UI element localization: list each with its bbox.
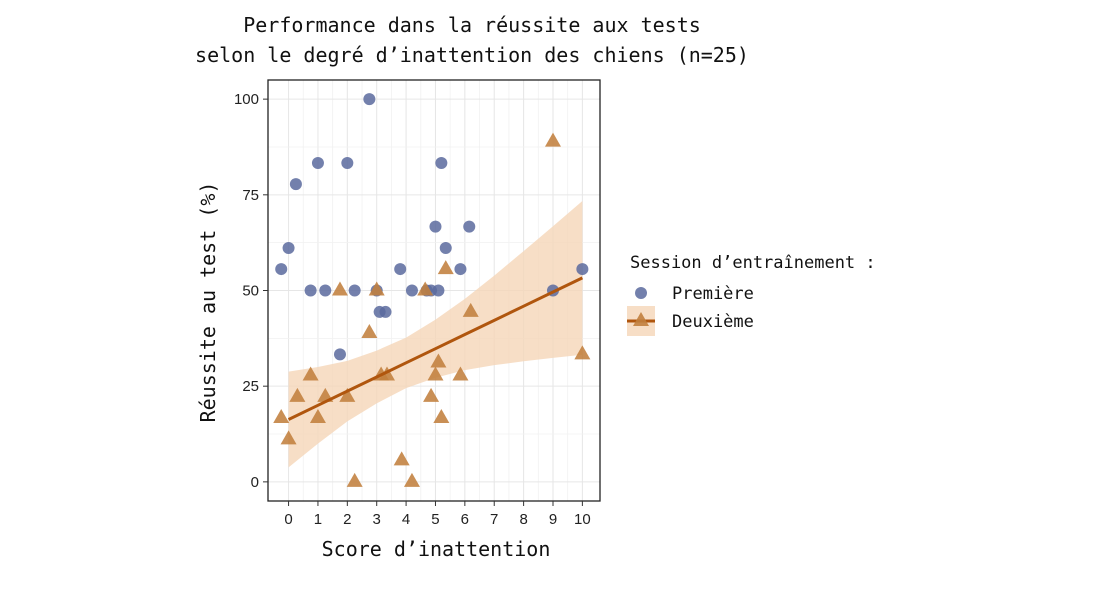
data-point-deuxieme	[427, 366, 444, 381]
chart-subtitle: selon le degré d’inattention des chiens …	[195, 43, 749, 67]
x-axis-title: Score d’inattention	[322, 537, 551, 561]
x-tick-label: 3	[373, 511, 381, 528]
legend-triangle-icon	[633, 312, 649, 326]
confidence-band	[288, 200, 583, 468]
data-point-premiere	[282, 242, 295, 255]
data-point-deuxieme	[289, 387, 306, 402]
data-point-deuxieme	[393, 451, 410, 466]
data-point-deuxieme	[430, 353, 447, 368]
x-axis: 0 1 2 3 4 5 6 7 8 9 10	[284, 501, 591, 528]
x-tick-label: 10	[574, 511, 591, 528]
legend-title: Session d’entraînement :	[630, 253, 876, 273]
y-tick-label: 100	[234, 91, 259, 108]
data-point-deuxieme	[423, 387, 440, 402]
data-point-deuxieme	[433, 408, 450, 423]
data-point-deuxieme	[574, 345, 591, 360]
y-axis-title: Réussite au test (%)	[196, 182, 220, 423]
y-tick-label: 50	[242, 283, 259, 300]
data-point-deuxieme	[462, 302, 479, 317]
data-point-deuxieme	[280, 430, 297, 445]
data-point-premiere	[454, 263, 467, 276]
legend-item-premiere: Première	[635, 284, 754, 304]
data-point-premiere	[435, 157, 448, 170]
data-point-premiere	[311, 157, 324, 170]
data-point-deuxieme	[361, 323, 378, 338]
data-point-premiere	[432, 284, 445, 297]
data-point-premiere	[394, 263, 407, 276]
data-point-premiere	[304, 284, 317, 297]
chart-title: Performance dans la réussite aux tests	[243, 13, 701, 37]
legend: Session d’entraînement : Première Deuxiè…	[627, 253, 876, 336]
data-point-deuxieme	[339, 387, 356, 402]
x-tick-label: 9	[549, 511, 557, 528]
data-point-premiere	[463, 220, 476, 233]
legend-label-premiere: Première	[672, 284, 754, 304]
data-point-premiere	[319, 284, 332, 297]
y-tick-label: 75	[242, 187, 259, 204]
legend-label-deuxieme: Deuxième	[672, 312, 754, 332]
data-point-premiere	[405, 284, 418, 297]
trend-line	[287, 276, 584, 421]
data-point-deuxieme	[302, 366, 319, 381]
x-tick-label: 6	[461, 511, 469, 528]
y-axis: 0 25 50 75 100	[234, 91, 268, 491]
x-tick-label: 5	[431, 511, 439, 528]
data-point-deuxieme	[544, 132, 561, 147]
data-point-premiere	[576, 263, 589, 276]
data-point-premiere	[348, 284, 361, 297]
legend-item-deuxieme: Deuxième	[627, 306, 754, 336]
data-point-deuxieme	[273, 408, 290, 423]
x-tick-label: 2	[343, 511, 351, 528]
data-point-premiere	[341, 157, 354, 170]
data-point-premiere	[275, 263, 288, 276]
data-point-deuxieme	[331, 281, 348, 296]
data-point-premiere	[333, 348, 346, 361]
plot-area	[267, 79, 601, 502]
y-tick-label: 25	[242, 378, 259, 395]
legend-circle-icon	[635, 287, 647, 299]
x-tick-label: 4	[402, 511, 410, 528]
data-point-premiere	[289, 178, 302, 191]
y-tick-label: 0	[251, 474, 259, 491]
x-tick-label: 8	[519, 511, 527, 528]
data-point-premiere	[439, 242, 452, 255]
data-point-deuxieme	[346, 472, 363, 487]
data-point-premiere	[429, 220, 442, 233]
series-deuxieme	[273, 132, 591, 487]
data-point-deuxieme	[437, 260, 454, 275]
data-point-deuxieme	[403, 472, 420, 487]
data-point-deuxieme	[309, 408, 326, 423]
data-point-deuxieme	[368, 281, 385, 296]
data-point-deuxieme	[417, 281, 434, 296]
x-tick-label: 0	[284, 511, 292, 528]
x-tick-label: 1	[314, 511, 322, 528]
data-point-premiere	[363, 93, 376, 106]
x-tick-label: 7	[490, 511, 498, 528]
data-point-premiere	[379, 305, 392, 318]
data-point-deuxieme	[452, 366, 469, 381]
